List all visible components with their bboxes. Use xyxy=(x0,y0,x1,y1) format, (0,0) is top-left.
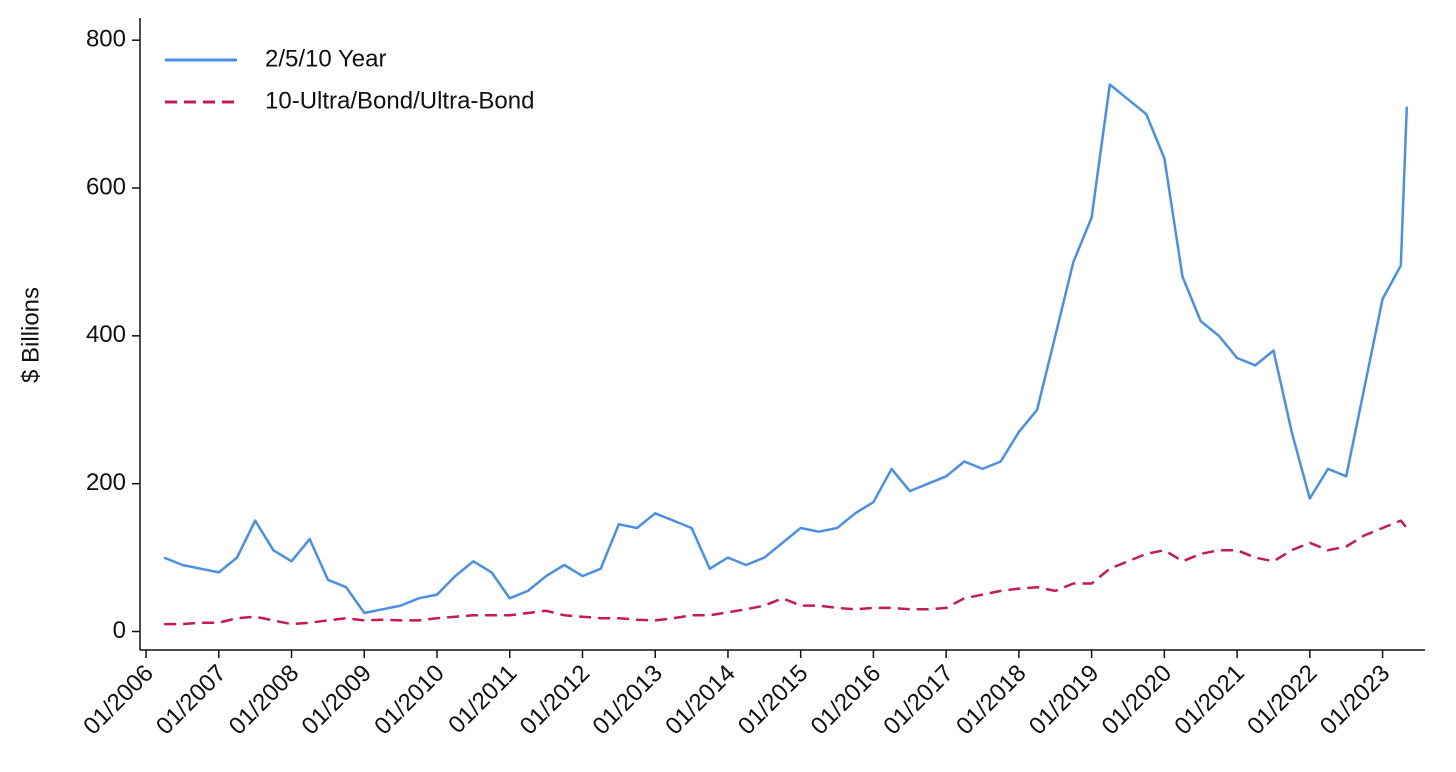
x-tick-label: 01/2010 xyxy=(369,660,449,740)
x-tick-label: 01/2006 xyxy=(78,660,158,740)
x-tick-label: 01/2019 xyxy=(1024,660,1104,740)
x-tick-label: 01/2015 xyxy=(733,660,813,740)
x-tick-label: 01/2018 xyxy=(951,660,1031,740)
x-tick-label: 01/2009 xyxy=(297,660,377,740)
x-tick-label: 01/2011 xyxy=(443,660,522,739)
series-line xyxy=(163,83,1409,615)
y-tick-label: 400 xyxy=(86,321,126,348)
y-tick-label: 800 xyxy=(86,26,126,53)
x-tick-label: 01/2014 xyxy=(660,660,740,740)
x-tick-label: 01/2023 xyxy=(1315,660,1395,740)
x-tick-label: 01/2012 xyxy=(515,660,595,740)
series-line xyxy=(164,519,1408,626)
x-tick-label: 01/2007 xyxy=(151,660,231,740)
x-tick-label: 01/2013 xyxy=(587,660,667,740)
x-tick-label: 01/2008 xyxy=(224,660,304,740)
x-tick-label: 01/2020 xyxy=(1097,660,1177,740)
y-tick-label: 200 xyxy=(86,469,126,496)
x-tick-label: 01/2021 xyxy=(1169,660,1249,740)
y-tick-label: 600 xyxy=(86,173,126,200)
x-tick-label: 01/2016 xyxy=(806,660,886,740)
y-tick-label: 0 xyxy=(113,617,126,644)
x-tick-label: 01/2022 xyxy=(1242,660,1322,740)
y-axis-label: $ Billions xyxy=(17,287,44,383)
x-tick-label: 01/2017 xyxy=(878,660,958,740)
legend-label: 10-Ultra/Bond/Ultra-Bond xyxy=(265,87,534,114)
legend-label: 2/5/10 Year xyxy=(265,45,386,72)
